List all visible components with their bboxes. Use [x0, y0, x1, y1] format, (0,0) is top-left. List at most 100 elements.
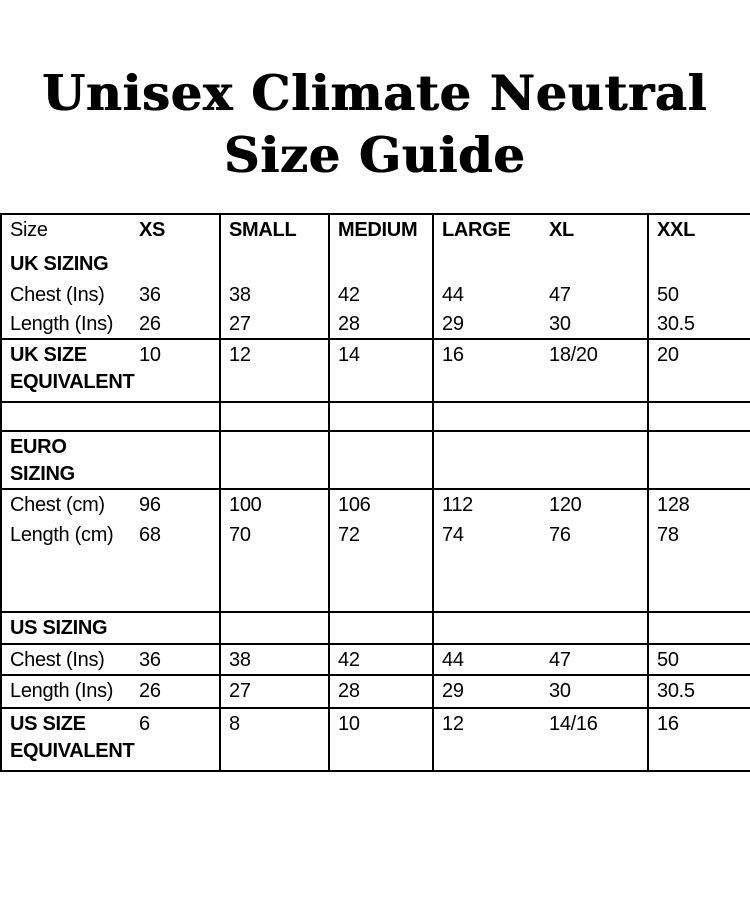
row-label-euro-sizing: EURO SIZING — [1, 431, 133, 490]
size-table: Size XS SMALL MEDIUM LARGE XL XXL UK SIZ… — [0, 213, 750, 772]
row-label-us-length: Length (Ins) — [1, 675, 133, 709]
size-value: 44 — [433, 644, 541, 676]
size-value: 27 — [220, 675, 330, 709]
size-value: 10 — [133, 339, 221, 403]
size-value: 14 — [329, 339, 434, 403]
size-value: 30 — [541, 675, 649, 709]
size-value: 6 — [133, 708, 221, 772]
empty-cell — [329, 402, 434, 432]
size-value: 120 — [541, 489, 649, 520]
page-title-line2: Size Guide — [224, 126, 526, 184]
empty-cell — [133, 551, 221, 613]
empty-cell — [329, 551, 434, 613]
empty-cell — [133, 612, 221, 645]
empty-cell — [433, 431, 541, 490]
empty-cell — [133, 249, 221, 280]
empty-cell — [220, 402, 330, 432]
col-header-xxl: XXL — [657, 219, 695, 241]
row-label-uk-length: Length (Ins) — [1, 309, 133, 340]
size-value: 29 — [433, 675, 541, 709]
size-value: 36 — [133, 280, 221, 309]
row-label-uk-chest: Chest (Ins) — [10, 284, 105, 306]
table-row-euro-chest: Chest (cm) 96 100 106 112 120 128 — [1, 489, 750, 520]
size-value: 27 — [220, 309, 330, 340]
row-label-euro-length: Length (cm) — [10, 524, 114, 546]
table-row-us-size-equivalent: US SIZE EQUIVALENT 6 8 10 12 14/16 16 — [1, 708, 750, 772]
table-row-us-length: Length (Ins) 26 27 28 29 30 30.5 — [1, 675, 750, 709]
empty-cell — [220, 431, 330, 490]
table-row-euro-length: Length (cm) 68 70 72 74 76 78 — [1, 520, 750, 551]
size-value: 18/20 — [541, 339, 649, 403]
empty-cell — [648, 402, 750, 432]
size-value: 70 — [220, 520, 330, 551]
size-value: 8 — [220, 708, 330, 772]
size-value: 74 — [442, 524, 464, 546]
table-row-uk-chest: Chest (Ins) 36 38 42 44 47 50 — [1, 280, 750, 309]
table-row-us-chest: Chest (Ins) 36 38 42 44 47 50 — [1, 644, 750, 676]
empty-cell — [433, 551, 541, 613]
size-value: 36 — [133, 644, 221, 676]
col-header-xs: XS — [133, 214, 221, 249]
empty-cell — [220, 249, 330, 280]
size-value: 30.5 — [648, 675, 750, 709]
row-label-uk-size-equivalent: UK SIZE EQUIVALENT — [1, 339, 135, 403]
empty-cell — [220, 551, 330, 613]
table-row-uk-sizing-section: UK SIZING — [1, 249, 750, 280]
col-header-small: SMALL — [220, 214, 330, 249]
row-label-us-sizing: US SIZING — [1, 612, 133, 645]
row-label-us-size-equivalent: US SIZE EQUIVALENT — [1, 708, 135, 772]
empty-cell — [433, 612, 541, 645]
size-value: 29 — [433, 309, 541, 340]
empty-cell — [329, 431, 434, 490]
col-header-size: Size — [10, 219, 48, 241]
size-value: 78 — [657, 524, 679, 546]
size-value: 68 — [133, 520, 221, 551]
size-value: 28 — [329, 309, 434, 340]
size-value: 42 — [329, 280, 434, 309]
empty-cell — [648, 431, 750, 490]
size-value: 47 — [541, 644, 649, 676]
size-value: 50 — [657, 284, 679, 306]
row-label-uk-sizing: UK SIZING — [10, 253, 109, 275]
empty-cell — [433, 249, 541, 280]
table-row-spacer — [1, 402, 750, 432]
size-value: 76 — [541, 520, 649, 551]
size-value: 38 — [220, 644, 330, 676]
empty-cell — [541, 249, 649, 280]
size-value: 12 — [220, 339, 330, 403]
row-label-euro-chest: Chest (cm) — [10, 494, 105, 516]
size-value: 12 — [433, 708, 541, 772]
size-value: 42 — [329, 644, 434, 676]
col-header-xl: XL — [541, 214, 649, 249]
size-value: 106 — [329, 489, 434, 520]
size-value: 28 — [329, 675, 434, 709]
size-value: 72 — [329, 520, 434, 551]
size-value: 10 — [329, 708, 434, 772]
empty-cell — [648, 612, 750, 645]
page-title-line1: Unisex Climate Neutral — [42, 64, 708, 122]
size-value: 16 — [648, 708, 750, 772]
empty-cell — [648, 249, 750, 280]
empty-cell — [433, 402, 541, 432]
size-value: 26 — [133, 675, 221, 709]
empty-cell — [541, 431, 649, 490]
table-row-spacer — [1, 551, 750, 613]
size-value: 112 — [442, 494, 473, 516]
empty-cell — [541, 551, 649, 613]
empty-cell — [541, 612, 649, 645]
size-value: 30 — [541, 309, 649, 340]
empty-cell — [220, 612, 330, 645]
table-row-uk-length: Length (Ins) 26 27 28 29 30 30.5 — [1, 309, 750, 340]
empty-cell — [329, 249, 434, 280]
size-value: 44 — [442, 284, 464, 306]
size-value: 20 — [648, 339, 750, 403]
size-value: 47 — [541, 280, 649, 309]
size-value: 30.5 — [648, 309, 750, 340]
table-row-euro-sizing-section: EURO SIZING — [1, 431, 750, 490]
size-value: 26 — [133, 309, 221, 340]
empty-cell — [648, 551, 750, 613]
empty-cell — [1, 402, 133, 432]
col-header-large: LARGE — [442, 219, 511, 241]
size-value: 38 — [220, 280, 330, 309]
